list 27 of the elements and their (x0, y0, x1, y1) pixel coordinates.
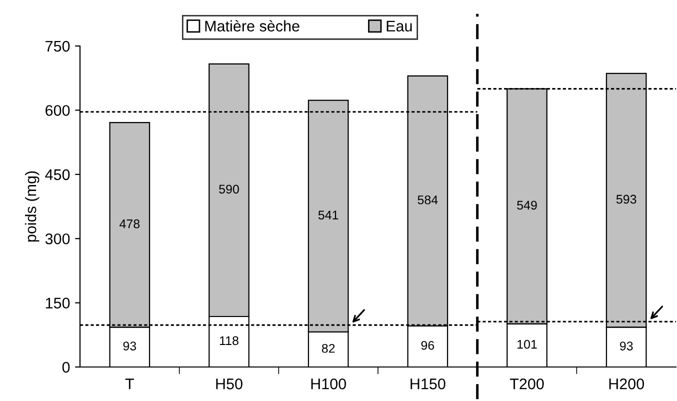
data-label: 549 (517, 200, 537, 210)
data-label: 93 (123, 342, 136, 350)
y-axis-title: poids (mg) (24, 171, 40, 242)
x-tick-label: H50 (216, 378, 242, 390)
x-tick-label: H200 (609, 378, 644, 390)
data-label: 590 (219, 184, 239, 194)
y-tick-label: 0 (62, 362, 70, 373)
y-tick-label: 600 (46, 105, 70, 116)
data-label: 584 (418, 195, 438, 204)
data-label: 478 (120, 219, 140, 228)
data-label: 82 (322, 344, 335, 353)
x-tick-label: T (125, 378, 134, 390)
y-tick-label: 450 (45, 169, 70, 180)
data-label: 118 (220, 336, 238, 346)
data-label: 593 (616, 194, 636, 204)
data-label: 96 (421, 340, 434, 350)
x-tick-label: T200 (510, 378, 544, 390)
data-label: 93 (620, 342, 633, 350)
legend-label: Eau (386, 20, 412, 32)
y-tick-label: 150 (46, 298, 70, 308)
x-tick-label: H100 (311, 378, 346, 390)
data-label: 541 (318, 210, 338, 220)
y-tick-label: 750 (46, 40, 70, 52)
data-label: 101 (518, 340, 537, 349)
x-tick-label: H150 (410, 378, 446, 390)
y-tick-label: 300 (45, 233, 70, 244)
legend-label: Matière sèche (205, 20, 300, 32)
